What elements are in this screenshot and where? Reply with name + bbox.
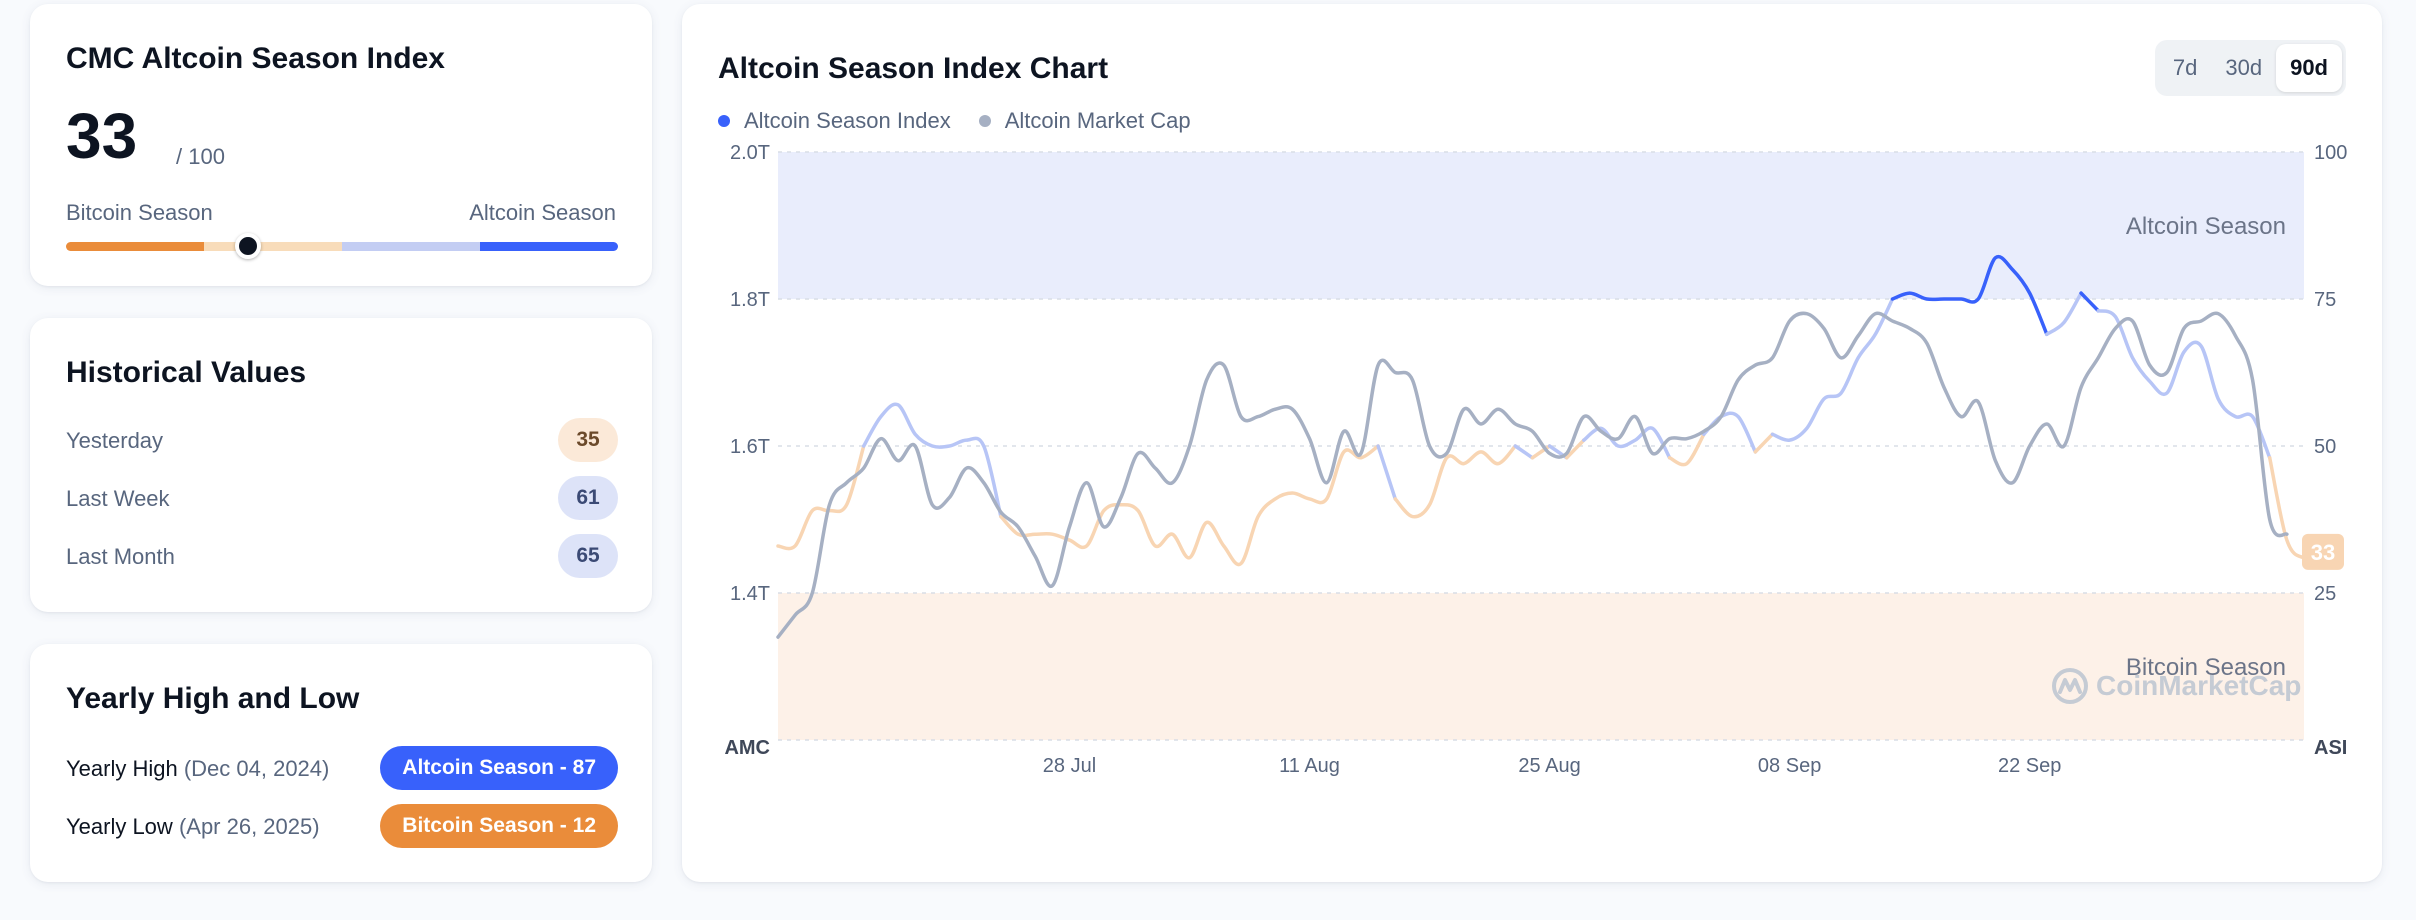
yearly-low-date: (Apr 26, 2025)	[178, 814, 320, 839]
index-series-line	[1753, 432, 1775, 454]
history-value-badge: 61	[558, 476, 618, 520]
index-series-line	[2045, 291, 2083, 337]
gauge-segment-3	[342, 242, 480, 251]
bitcoin-season-zone	[778, 593, 2304, 740]
x-axis-tick-label: 11 Aug	[1279, 755, 1340, 777]
legend-dot-market-cap	[978, 115, 991, 127]
legend-label-index: Altcoin Season Index	[744, 108, 951, 133]
right-axis-tick-label: 100	[2314, 142, 2347, 164]
yearly-high-row: Yearly High (Dec 04, 2024) Altcoin Seaso…	[66, 746, 618, 790]
history-row-last-week: Last Week 61	[66, 476, 618, 520]
altcoin-season-zone	[778, 152, 2304, 299]
yearly-low-row: Yearly Low (Apr 26, 2025) Bitcoin Season…	[66, 804, 618, 848]
legend-item-market-cap[interactable]: Altcoin Market Cap	[978, 108, 1191, 134]
market-cap-series-line	[776, 311, 2289, 639]
bitcoin-season-label: Bitcoin Season	[66, 200, 213, 225]
timeframe-selector: 7d 30d 90d	[2154, 40, 2346, 96]
historical-values-card: Historical Values Yesterday 35 Last Week…	[30, 318, 652, 612]
right-axis-title: ASI	[2314, 737, 2347, 759]
altcoin-season-zone-label: Altcoin Season	[2126, 213, 2286, 240]
history-label: Last Month	[66, 544, 175, 569]
x-axis-tick-label: 22 Sep	[1998, 755, 2061, 777]
history-value-badge: 35	[558, 418, 618, 462]
x-axis-tick-label: 08 Sep	[1758, 755, 1821, 777]
index-score: 33	[66, 100, 138, 172]
timeframe-30d-button[interactable]: 30d	[2225, 55, 2263, 80]
index-series-line	[1376, 444, 1398, 501]
index-series-line	[776, 444, 866, 551]
index-series-line	[861, 402, 1003, 519]
index-series-line	[1667, 432, 1706, 467]
index-series-line	[1393, 444, 1518, 519]
left-axis-tick-label: 2.0T	[730, 142, 770, 164]
gauge-segment-4	[480, 242, 618, 251]
current-value-badge-label: 33	[2311, 540, 2335, 565]
legend-label-market-cap: Altcoin Market Cap	[1004, 108, 1191, 133]
right-axis-tick-label: 25	[2314, 583, 2336, 605]
altcoin-season-label: Altcoin Season	[469, 200, 616, 225]
history-row-last-month: Last Month 65	[66, 534, 618, 578]
index-series-line	[1890, 254, 2049, 337]
chart-canvas[interactable]: Altcoin Season Bitcoin Season 1.4T 1.6T 1.8T…	[682, 4, 2382, 882]
yearly-high-text: Yearly High	[66, 756, 178, 781]
index-series-line	[999, 444, 1380, 567]
yearly-low-pill: Bitcoin Season - 12	[380, 804, 618, 848]
index-score-max: / 100	[176, 144, 225, 169]
coinmarketcap-logo-icon	[2052, 668, 2088, 704]
coinmarketcap-watermark: CoinMarketCap	[2050, 666, 2301, 706]
gauge-segment-2	[204, 242, 342, 251]
current-value-badge	[2302, 533, 2344, 570]
left-axis-tick-label: 1.8T	[730, 289, 770, 311]
yearly-high-pill: Altcoin Season - 87	[380, 746, 618, 790]
timeframe-7d-button[interactable]: 7d	[2172, 55, 2198, 80]
history-row-yesterday: Yesterday 35	[66, 418, 618, 462]
bitcoin-season-zone-label: Bitcoin Season	[2126, 654, 2286, 681]
yearly-high-label: Yearly High (Dec 04, 2024)	[66, 756, 329, 782]
right-axis-tick-label: 50	[2314, 436, 2336, 458]
altcoin-season-chart-card: Altcoin Season Bitcoin Season 1.4T 1.6T 1.8T…	[682, 4, 2382, 882]
index-series-line	[2096, 309, 2272, 460]
history-label: Last Week	[66, 486, 170, 511]
gauge-segment-1	[66, 242, 204, 251]
yearly-high-low-card: Yearly High and Low Yearly High (Dec 04,…	[30, 644, 652, 882]
legend-item-index[interactable]: Altcoin Season Index	[718, 108, 951, 134]
right-axis-tick-label: 75	[2314, 289, 2336, 311]
index-card-title: CMC Altcoin Season Index	[66, 42, 445, 75]
left-axis-tick-label: 1.6T	[730, 436, 770, 458]
x-axis-tick-label: 28 Jul	[1043, 755, 1096, 777]
index-series-line	[1770, 297, 1895, 442]
yearly-title: Yearly High and Low	[66, 682, 360, 715]
history-value-badge: 65	[558, 534, 618, 578]
index-series-line	[1513, 444, 1535, 460]
yearly-low-label: Yearly Low (Apr 26, 2025)	[66, 814, 320, 840]
history-label: Yesterday	[66, 428, 164, 453]
yearly-high-date: (Dec 04, 2024)	[183, 756, 330, 781]
chart-legend: Altcoin Season Index Altcoin Market Cap	[718, 108, 1191, 134]
watermark-text: CoinMarketCap	[2096, 670, 2302, 701]
index-series-line	[1702, 411, 1758, 454]
altcoin-season-index-card: CMC Altcoin Season Index 33 / 100 Bitcoi…	[30, 4, 652, 286]
gauge-indicator-knob	[235, 233, 262, 259]
left-axis-title: AMC	[724, 737, 770, 759]
historical-values-title: Historical Values	[66, 356, 307, 389]
legend-dot-index	[718, 115, 730, 127]
left-axis-tick-label: 1.4T	[730, 583, 770, 605]
x-axis-tick-label: 25 Aug	[1518, 755, 1580, 777]
chart-title: Altcoin Season Index Chart	[718, 52, 1109, 85]
timeframe-90d-button[interactable]: 90d	[2276, 44, 2342, 92]
yearly-low-text: Yearly Low	[66, 814, 173, 839]
season-gauge	[66, 242, 618, 251]
